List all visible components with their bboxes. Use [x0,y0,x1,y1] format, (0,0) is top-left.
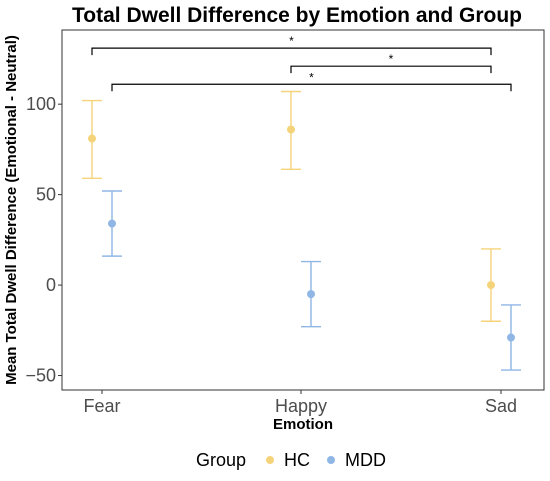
legend-label-mdd: MDD [345,450,386,470]
significance-label: * [289,34,294,48]
y-tick-label: 50 [36,185,56,205]
point-mdd [108,219,116,228]
significance-bracket [91,47,492,56]
x-tick-label: Fear [83,396,120,416]
y-axis-title: Mean Total Dwell Difference (Emotional -… [3,35,20,385]
significance-label: * [309,70,314,84]
legend-title: Group [196,450,246,470]
point-hc [88,134,96,143]
significance-bracket [111,83,512,92]
legend-label-hc: HC [284,450,310,470]
legend-key-hc [266,456,274,464]
legend: Group HC MDD [196,450,386,470]
legend-key-mdd [327,456,335,464]
x-tick-label: Happy [275,396,327,416]
y-tick-label: 0 [46,275,56,295]
plot-panel [61,29,545,391]
x-axis-title: Emotion [273,416,333,433]
point-hc [287,125,295,134]
chart-title: Total Dwell Difference by Emotion and Gr… [72,4,522,27]
y-tick-label: −50 [25,366,56,386]
plot-layer: −50 0 50 100 Fear Happy Sad * * * [25,34,521,416]
significance-label: * [389,52,394,66]
x-tick-label: Sad [485,396,517,416]
y-tick-label: 100 [26,94,56,114]
significance-bracket [290,65,492,74]
point-hc [487,281,495,290]
point-mdd [507,333,515,342]
point-mdd [307,290,315,299]
